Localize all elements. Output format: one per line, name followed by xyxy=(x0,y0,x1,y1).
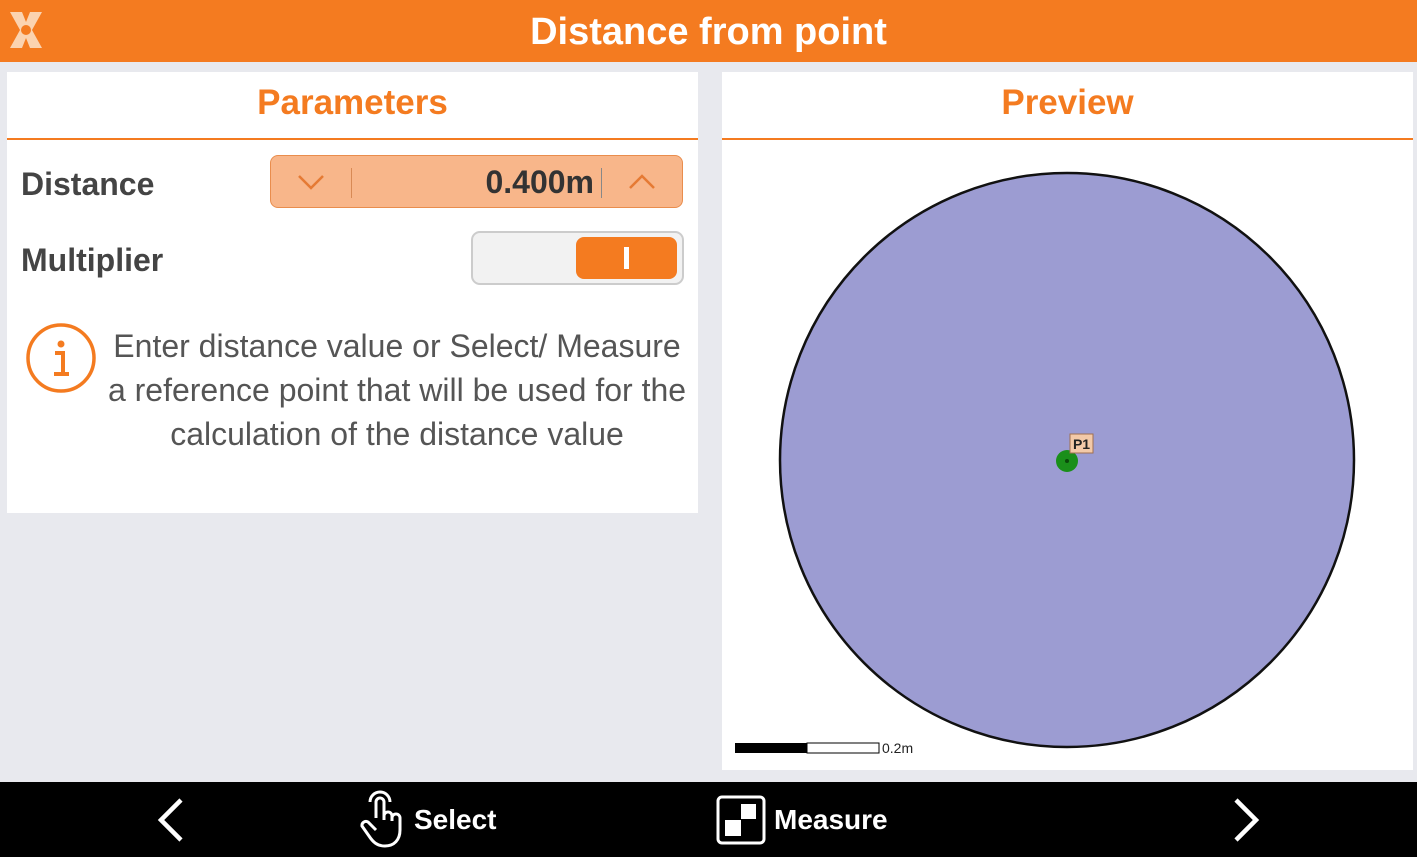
text-cursor xyxy=(601,168,602,198)
hand-pointer-icon xyxy=(360,790,402,848)
next-button[interactable] xyxy=(1230,782,1262,857)
measure-icon xyxy=(716,795,766,844)
chevron-down-icon xyxy=(298,174,324,190)
info-message: Enter distance value or Select/ Measure … xyxy=(107,328,687,452)
bottom-toolbar: Select Measure xyxy=(0,782,1417,857)
x-logo-icon xyxy=(10,12,42,48)
select-label: Select xyxy=(414,803,497,835)
parameters-panel: Parameters Distance 0.400m Multiplier En… xyxy=(7,72,698,513)
chevron-up-icon xyxy=(629,173,655,189)
parameters-title: Parameters xyxy=(7,72,698,140)
scale-bar-black xyxy=(735,743,807,753)
chevron-left-icon xyxy=(157,797,183,842)
point-label: P1 xyxy=(1073,436,1090,452)
multiplier-label: Multiplier xyxy=(21,242,164,278)
back-button[interactable] xyxy=(155,782,187,857)
select-button[interactable]: Select xyxy=(358,782,497,857)
scale-bar-white xyxy=(806,742,880,754)
preview-map[interactable]: P1 0.2m xyxy=(722,72,1413,770)
measure-label: Measure xyxy=(774,803,888,835)
increment-button[interactable] xyxy=(602,156,682,207)
distance-label: Distance xyxy=(21,166,155,202)
chevron-right-icon xyxy=(1234,797,1260,842)
distance-stepper[interactable]: 0.400m xyxy=(270,155,683,208)
distance-input[interactable]: 0.400m xyxy=(485,164,594,200)
toggle-knob xyxy=(576,237,677,279)
multiplier-toggle[interactable] xyxy=(471,231,684,285)
preview-title: Preview xyxy=(722,72,1413,140)
preview-panel: Preview P1 0.2m xyxy=(722,72,1413,770)
point-label-box xyxy=(1069,433,1094,454)
header-bar: Distance from point xyxy=(0,0,1417,62)
divider xyxy=(351,168,352,198)
measure-button[interactable]: Measure xyxy=(716,782,888,857)
info-icon xyxy=(26,323,96,393)
point-center xyxy=(1065,459,1069,463)
decrement-button[interactable] xyxy=(271,156,351,207)
page-title: Distance from point xyxy=(530,11,887,53)
scale-label: 0.2m xyxy=(882,740,913,756)
